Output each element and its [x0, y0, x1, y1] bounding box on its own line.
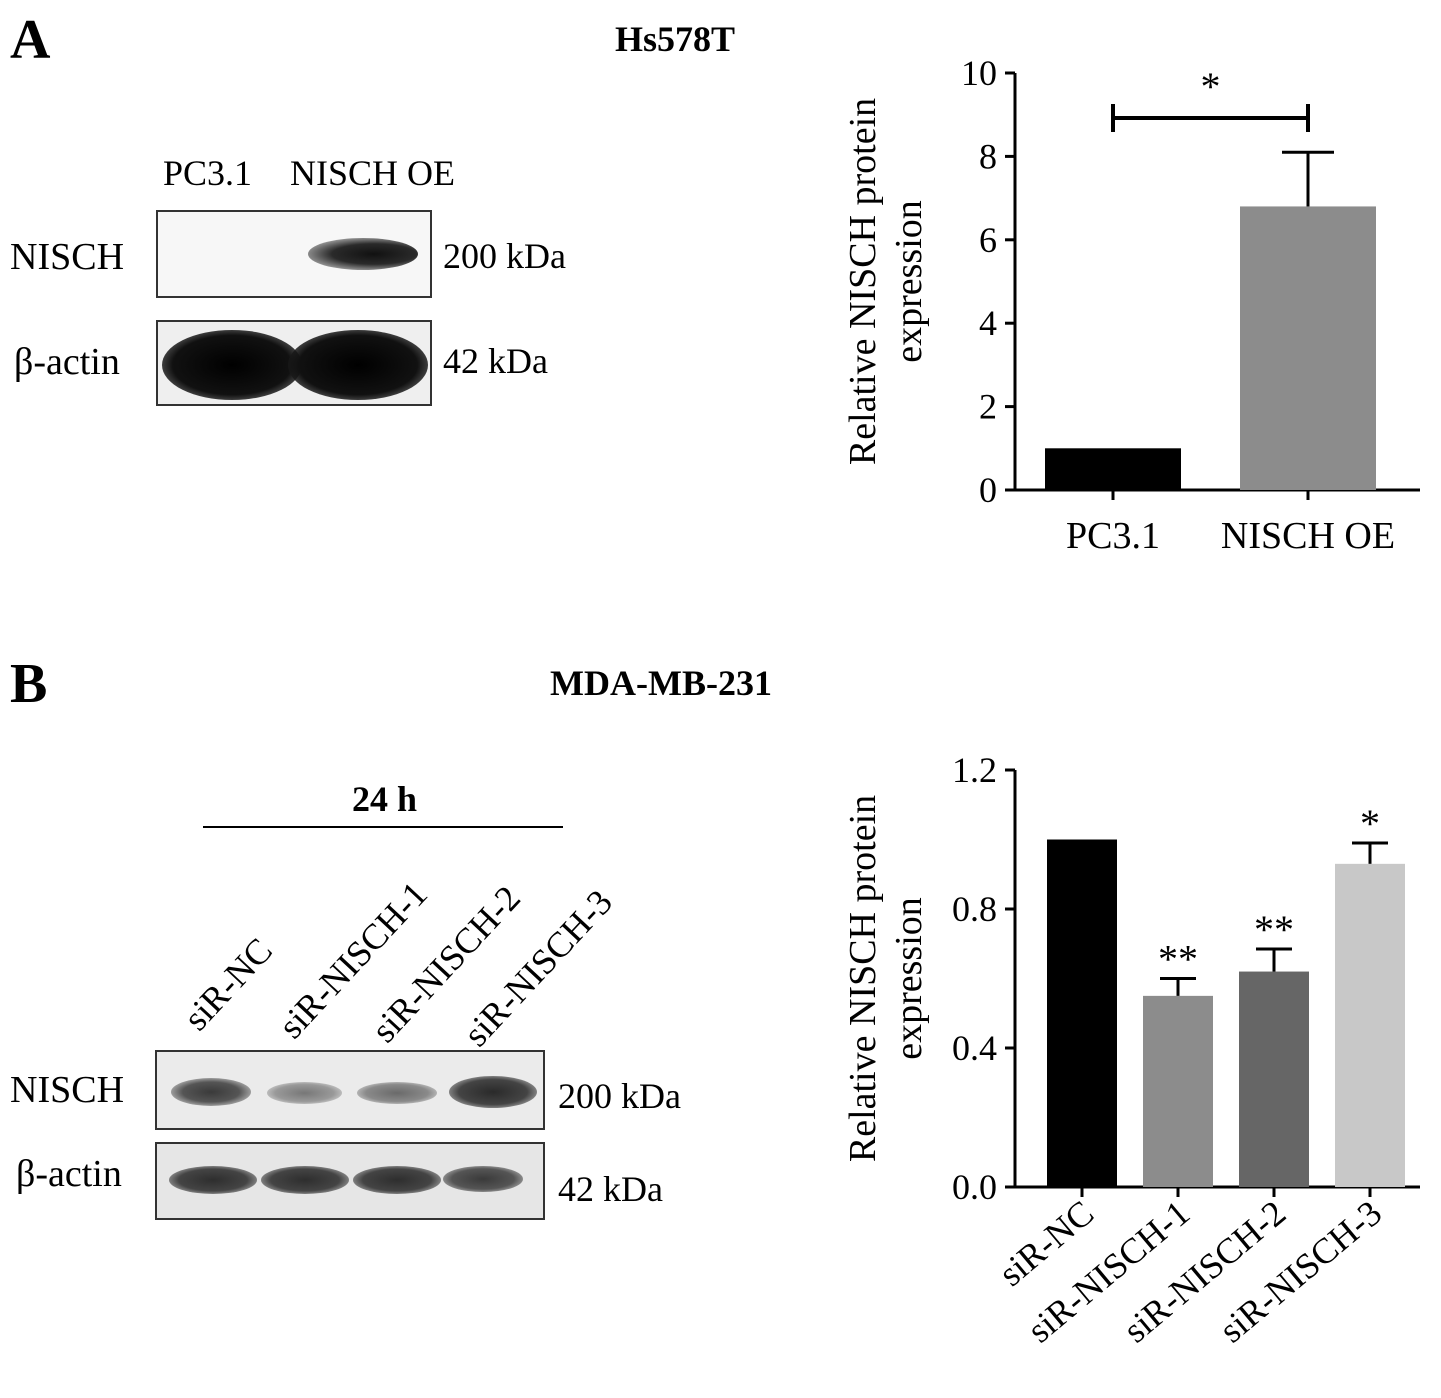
y-axis-label: Relative NISCH protein expression: [842, 98, 930, 465]
panel-a-cell-line: Hs578T: [615, 19, 736, 59]
y-tick-label: 0: [979, 470, 997, 510]
bar: [1047, 839, 1117, 1187]
bar: [1335, 863, 1405, 1187]
blot-band: [162, 330, 302, 400]
y-tick-label: 8: [979, 136, 997, 176]
panel-a-lane-label-1: PC3.1: [163, 153, 253, 193]
panel-a-blot-nisch: [156, 210, 432, 298]
y-tick-label: 0.4: [952, 1028, 997, 1068]
bar: [1239, 971, 1309, 1187]
significance-label: *: [1360, 801, 1380, 846]
y-tick-label: 4: [979, 303, 997, 343]
blot-band: [261, 1166, 349, 1194]
blot-band: [357, 1082, 437, 1104]
blot-band: [443, 1166, 523, 1192]
panel-a-row-label-nisch: NISCH: [10, 236, 125, 278]
y-tick-label: 0.8: [952, 889, 997, 929]
panel-b-row-label-nisch: NISCH: [10, 1069, 125, 1111]
y-tick-label: 0.0: [952, 1167, 997, 1207]
panel-b-row-label-actin: β-actin: [16, 1153, 122, 1195]
blot-band: [353, 1166, 441, 1194]
significance-label: **: [1254, 907, 1294, 952]
panel-a-lane-label-2: NISCH OE: [290, 153, 456, 193]
panel-b-blot-nisch: [155, 1050, 545, 1130]
blot-band: [288, 330, 428, 400]
bar: [1143, 995, 1213, 1187]
y-tick-label: 2: [979, 387, 997, 427]
panel-a-blot-actin: [156, 320, 432, 406]
x-tick-label: PC3.1: [1066, 515, 1160, 557]
panel-b-time-line: [203, 826, 563, 828]
significance-label: *: [1201, 64, 1221, 109]
y-axis-label: Relative NISCH protein expression: [842, 795, 930, 1162]
blot-band: [267, 1082, 342, 1104]
blot-band: [169, 1166, 257, 1194]
panel-a-kda-actin: 42 kDa: [443, 341, 548, 381]
chart-a: 0 2 4 6 8 10 Relative NISCH protein expression P…: [842, 53, 1420, 557]
panel-a-kda-nisch: 200 kDa: [443, 236, 566, 276]
panel-a-row-label-actin: β-actin: [14, 341, 120, 383]
bar: [1045, 448, 1181, 490]
significance-label: **: [1158, 937, 1198, 982]
chart-b: 0.0 0.4 0.8 1.2 Relative NISCH protein expres…: [842, 750, 1420, 1350]
y-tick-label: 10: [961, 53, 997, 93]
y-tick-label: 1.2: [952, 750, 997, 790]
panel-b-cell-line: MDA-MB-231: [550, 663, 772, 703]
panel-b-letter: B: [10, 653, 48, 715]
x-tick-label: NISCH OE: [1221, 515, 1395, 557]
blot-band: [308, 238, 418, 270]
blot-band: [449, 1076, 537, 1108]
panel-b-lane-label-1: siR-NC: [175, 930, 281, 1038]
panel-b-kda-actin: 42 kDa: [558, 1169, 663, 1209]
y-tick-label: 6: [979, 220, 997, 260]
panel-a-letter: A: [10, 9, 51, 71]
panel-b-time-label: 24 h: [352, 779, 418, 819]
bar: [1240, 206, 1376, 490]
blot-band: [171, 1078, 251, 1106]
panel-b-kda-nisch: 200 kDa: [558, 1076, 681, 1116]
panel-b-blot-actin: [155, 1142, 545, 1220]
